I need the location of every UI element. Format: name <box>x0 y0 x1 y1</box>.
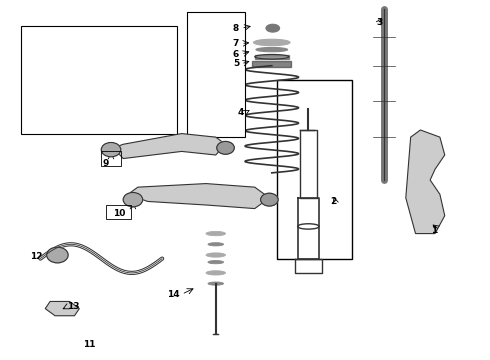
Circle shape <box>217 141 234 154</box>
Text: 4: 4 <box>237 108 244 117</box>
Text: 9: 9 <box>102 159 109 168</box>
Text: 3: 3 <box>376 18 383 27</box>
Text: 13: 13 <box>67 302 80 311</box>
Ellipse shape <box>208 243 223 246</box>
Circle shape <box>101 143 121 157</box>
Bar <box>21 26 177 134</box>
Ellipse shape <box>206 231 225 236</box>
Ellipse shape <box>253 39 290 46</box>
Text: 12: 12 <box>30 252 43 261</box>
Ellipse shape <box>208 282 223 285</box>
Text: 5: 5 <box>233 59 239 68</box>
Text: 8: 8 <box>233 24 239 33</box>
Bar <box>106 205 130 219</box>
Circle shape <box>261 193 278 206</box>
Polygon shape <box>128 184 270 208</box>
Ellipse shape <box>266 24 280 32</box>
Polygon shape <box>114 134 225 158</box>
Text: 2: 2 <box>330 197 337 206</box>
Polygon shape <box>406 130 445 234</box>
Ellipse shape <box>206 271 225 275</box>
Ellipse shape <box>256 48 288 52</box>
Bar <box>277 80 352 258</box>
Ellipse shape <box>208 261 223 264</box>
Circle shape <box>123 193 143 207</box>
Circle shape <box>47 247 68 263</box>
Polygon shape <box>45 301 79 316</box>
Text: 6: 6 <box>233 50 239 59</box>
Text: 11: 11 <box>83 340 96 349</box>
Text: 1: 1 <box>431 225 438 234</box>
Text: 10: 10 <box>113 210 125 219</box>
Text: 14: 14 <box>167 290 179 299</box>
Bar <box>101 152 121 166</box>
Bar <box>187 12 245 137</box>
Ellipse shape <box>206 253 225 257</box>
Text: 7: 7 <box>233 39 239 48</box>
